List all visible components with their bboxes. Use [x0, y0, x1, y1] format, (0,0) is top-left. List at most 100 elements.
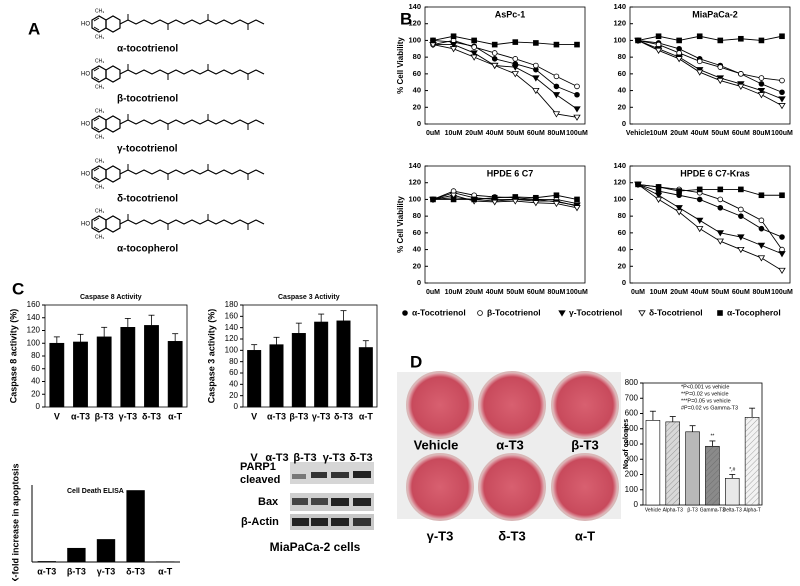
- y-tick-label: 60: [31, 364, 40, 373]
- chart-title: Caspase 8 Activity: [80, 294, 142, 301]
- data-point: [779, 268, 785, 273]
- y-axis-label: % Cell Viability: [396, 196, 405, 253]
- x-tick-label: δ-T3: [142, 411, 161, 421]
- y-tick-label: 0: [634, 500, 639, 509]
- data-point: [738, 247, 744, 252]
- x-tick-label: 50uM: [711, 130, 729, 137]
- x-tick-label: 0uM: [426, 289, 440, 296]
- bar: [725, 478, 739, 505]
- plot-frame: [425, 7, 585, 124]
- y-tick-label: 120: [613, 19, 626, 28]
- legend-marker: [478, 311, 483, 316]
- data-point: [676, 57, 682, 62]
- y-tick-label: 600: [625, 409, 639, 418]
- data-point: [656, 184, 661, 189]
- dish-label: δ-T3: [498, 528, 525, 543]
- data-point: [779, 252, 785, 257]
- dish-label: Vehicle: [414, 437, 459, 452]
- bar: [337, 321, 350, 407]
- bar: [68, 548, 86, 562]
- x-tick-label: Delta-T3: [723, 507, 742, 513]
- y-tick-label: 80: [413, 52, 421, 61]
- y-tick-label: 100: [613, 194, 626, 203]
- y-tick-label: 60: [618, 228, 626, 237]
- x-tick-label: 40uM: [486, 130, 504, 137]
- bar: [127, 491, 145, 563]
- x-tick-label: V: [251, 411, 257, 421]
- y-tick-label: 100: [408, 194, 421, 203]
- chart-title: AsPc-1: [495, 9, 526, 19]
- y-tick-label: 20: [618, 261, 626, 270]
- data-point: [431, 38, 436, 43]
- dish-label: γ-T3: [427, 528, 454, 543]
- y-tick-label: 120: [27, 326, 41, 335]
- bar-hatch: [705, 446, 719, 505]
- x-tick-label: 100uM: [771, 289, 793, 296]
- y-tick-label: 0: [36, 402, 41, 411]
- x-tick-label: 60uM: [527, 289, 545, 296]
- blot-row-label: β-Actin: [241, 516, 279, 528]
- x-tick-label: 0uM: [631, 289, 645, 296]
- data-point: [758, 93, 764, 98]
- y-tick-label: 100: [625, 485, 639, 494]
- legend-marker: [559, 311, 565, 316]
- y-tick-label: 20: [229, 391, 238, 400]
- y-tick-label: 160: [27, 300, 41, 309]
- data-point: [574, 206, 580, 211]
- data-point: [492, 195, 497, 200]
- data-point: [759, 218, 764, 223]
- y-tick-label: 60: [229, 368, 238, 377]
- bar: [247, 350, 260, 407]
- y-tick-label: 140: [225, 323, 239, 332]
- panel-label: D: [410, 352, 422, 371]
- x-tick-label: δ-T3: [334, 411, 353, 421]
- blot-lane-label: γ-T3: [323, 452, 346, 464]
- x-tick-label: 60uM: [732, 130, 750, 137]
- data-point: [472, 197, 477, 202]
- bar: [38, 561, 56, 562]
- chart-title: Cell Death ELISA: [67, 488, 124, 495]
- x-tick-label: Vehicle: [645, 507, 661, 513]
- data-point: [738, 84, 744, 89]
- bar: [97, 337, 111, 407]
- data-point: [513, 56, 518, 61]
- x-tick-label: 20uM: [465, 289, 483, 296]
- data-point: [533, 195, 538, 200]
- x-tick-label: Vehicle: [626, 130, 650, 137]
- bar: [144, 325, 158, 407]
- data-point: [779, 97, 785, 102]
- legend-label: γ-Tocotrienol: [569, 307, 622, 317]
- data-point: [554, 193, 559, 198]
- data-point: [780, 235, 785, 240]
- data-point: [718, 205, 723, 210]
- data-point: [677, 38, 682, 43]
- chart-title: HPDE 6 C7-Kras: [680, 168, 750, 178]
- chart-title: HPDE 6 C7: [487, 168, 534, 178]
- data-point: [779, 103, 785, 108]
- y-tick-label: 60: [413, 69, 421, 78]
- x-tick-label: α-T3: [37, 566, 56, 576]
- blot-lane-label: δ-T3: [349, 452, 372, 464]
- x-tick-label: 100uM: [566, 130, 588, 137]
- data-point: [780, 90, 785, 95]
- x-tick-label: Gamma-T3: [700, 507, 726, 513]
- y-axis-label: Caspase 3 activity (%): [206, 309, 216, 404]
- x-tick-label: 60uM: [527, 130, 545, 137]
- x-tick-label: 10uM: [650, 130, 668, 137]
- y-tick-label: 80: [618, 52, 626, 61]
- y-tick-label: 140: [408, 2, 421, 11]
- blot-row-label: Bax: [258, 496, 279, 508]
- x-tick-label: δ-T3: [126, 566, 145, 576]
- legend-marker: [718, 311, 723, 316]
- bar-hatch: [745, 417, 759, 505]
- bar: [168, 341, 182, 407]
- y-tick-label: 700: [625, 393, 639, 402]
- data-point: [738, 71, 743, 76]
- data-point: [512, 65, 518, 70]
- data-point: [697, 34, 702, 39]
- x-tick-label: Alpha-T3: [663, 507, 684, 513]
- x-tick-label: 40uM: [691, 289, 709, 296]
- bar: [646, 420, 660, 505]
- x-tick-label: 10uM: [445, 289, 463, 296]
